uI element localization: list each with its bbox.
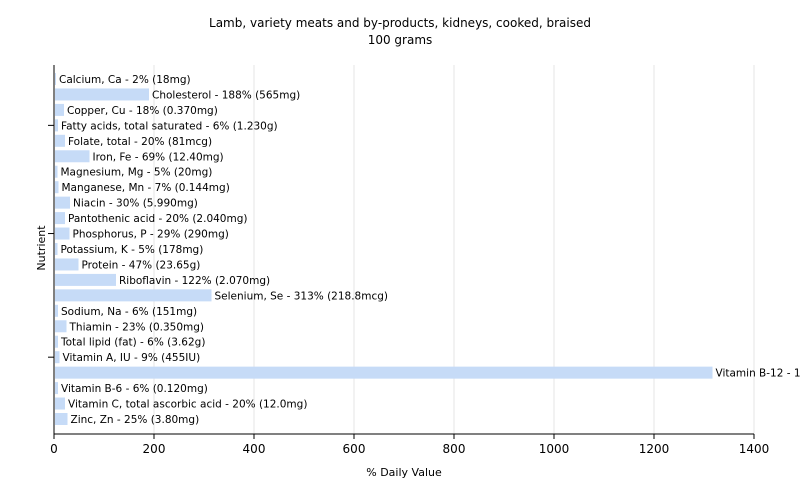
bar — [55, 413, 68, 425]
bar-label: Selenium, Se - 313% (218.8mcg) — [215, 290, 389, 302]
x-tick-label: 200 — [143, 442, 166, 456]
bar — [55, 119, 58, 131]
bar — [55, 135, 65, 147]
x-tick-label: 800 — [443, 442, 466, 456]
bar-label: Fatty acids, total saturated - 6% (1.230… — [61, 120, 278, 132]
x-tick-label: 1400 — [739, 442, 770, 456]
bar-label: Thiamin - 23% (0.350mg) — [69, 321, 205, 333]
bar-label: Vitamin C, total ascorbic acid - 20% (12… — [68, 399, 307, 411]
bar — [55, 274, 116, 286]
bar — [55, 166, 58, 178]
x-tick-label: 1000 — [539, 442, 570, 456]
chart-title: Lamb, variety meats and by-products, kid… — [209, 16, 591, 30]
x-tick-label: 600 — [343, 442, 366, 456]
bar-label: Manganese, Mn - 7% (0.144mg) — [62, 182, 230, 194]
bar — [55, 289, 212, 301]
bar-label: Pantothenic acid - 20% (2.040mg) — [68, 213, 247, 225]
bar-label: Cholesterol - 188% (565mg) — [152, 89, 300, 101]
bar — [55, 367, 713, 379]
x-tick-label: 1200 — [639, 442, 670, 456]
bar — [55, 320, 67, 332]
bar-label: Folate, total - 20% (81mcg) — [68, 136, 212, 148]
bar-label: Zinc, Zn - 25% (3.80mg) — [71, 414, 200, 426]
bar-label: Phosphorus, P - 29% (290mg) — [73, 229, 229, 241]
bar — [55, 243, 58, 255]
chart-subtitle: 100 grams — [368, 33, 433, 47]
y-axis-title: Nutrient — [35, 225, 48, 271]
bar-label: Protein - 47% (23.65g) — [82, 259, 201, 271]
bar — [55, 336, 58, 348]
bar-label: Sodium, Na - 6% (151mg) — [61, 306, 197, 318]
bar-label: Total lipid (fat) - 6% (3.62g) — [60, 337, 205, 349]
bar — [55, 351, 60, 363]
x-tick-label: 400 — [243, 442, 266, 456]
bar-label: Niacin - 30% (5.990mg) — [73, 198, 198, 210]
bar — [55, 228, 70, 240]
bar — [55, 73, 56, 85]
bar — [55, 305, 58, 317]
bar-label: Calcium, Ca - 2% (18mg) — [59, 74, 191, 86]
x-tick-label: 0 — [50, 442, 58, 456]
bar — [55, 258, 79, 270]
bar-label: Riboflavin - 122% (2.070mg) — [119, 275, 270, 287]
bar-label: Iron, Fe - 69% (12.40mg) — [93, 151, 224, 163]
x-axis-title: % Daily Value — [366, 466, 442, 479]
bar — [55, 104, 64, 116]
bar — [55, 181, 59, 193]
bar — [55, 197, 70, 209]
bar — [55, 88, 149, 100]
bar-label: Potassium, K - 5% (178mg) — [61, 244, 204, 256]
bar-label: Vitamin B-6 - 6% (0.120mg) — [61, 383, 208, 395]
bar-label: Magnesium, Mg - 5% (20mg) — [61, 167, 213, 179]
bar-label: Copper, Cu - 18% (0.370mg) — [67, 105, 218, 117]
bar — [55, 398, 65, 410]
bar — [55, 150, 90, 162]
bar-label: Vitamin A, IU - 9% (455IU) — [63, 352, 201, 364]
bar-label: Vitamin B-12 - 1315% (78.90mcg) — [716, 368, 800, 380]
bar — [55, 382, 58, 394]
bar — [55, 212, 65, 224]
